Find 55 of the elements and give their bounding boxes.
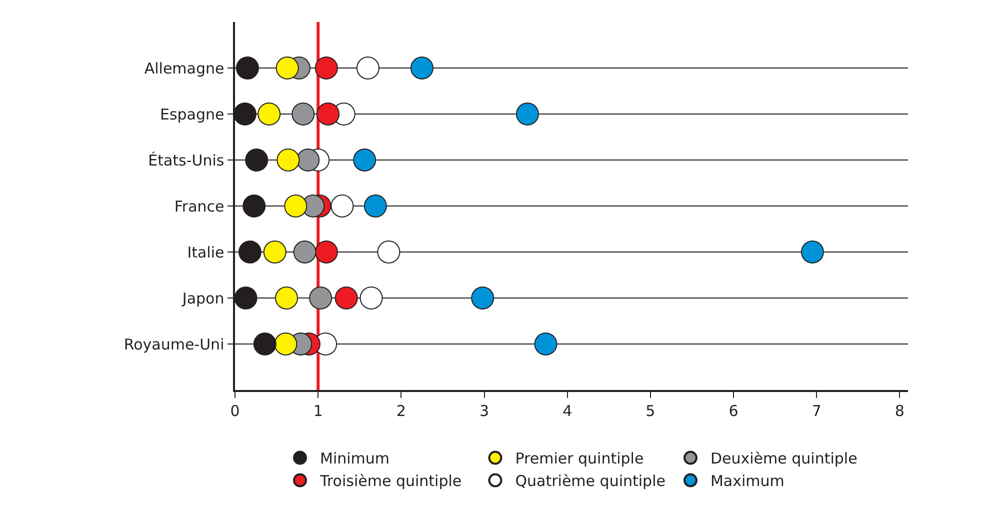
point [377, 240, 400, 264]
x-tick-label: 7 [812, 402, 822, 420]
x-tick-label: 2 [396, 402, 406, 420]
point [292, 102, 315, 126]
legend-label: Troisième quintiple [319, 472, 462, 490]
point [242, 194, 266, 218]
y-tick-label: Espagne [160, 105, 224, 124]
point [353, 148, 376, 172]
point [253, 332, 276, 356]
y-tick-label: États-Unis [148, 151, 224, 170]
x-tick-label: 0 [230, 402, 240, 420]
x-tick-label: 5 [646, 402, 656, 420]
legend-label: Minimum [320, 450, 390, 468]
point [293, 240, 316, 264]
point [534, 332, 558, 356]
x-tick-label: 6 [728, 402, 738, 420]
legend-label: Maximum [710, 472, 784, 490]
point [274, 332, 298, 356]
x-tick-label: 3 [479, 402, 490, 420]
point [314, 240, 338, 264]
legend-label: Premier quintiple [515, 450, 644, 468]
point [263, 240, 286, 264]
point [234, 286, 258, 310]
point [516, 102, 539, 126]
point [330, 194, 354, 218]
point [800, 240, 824, 264]
y-tick-label: Japon [181, 289, 224, 308]
point [334, 286, 358, 310]
point [471, 286, 494, 310]
point [284, 194, 308, 218]
y-tick-label: Royaume-Uni [124, 335, 224, 354]
point [360, 286, 383, 310]
y-tick-label: France [174, 197, 224, 216]
point [233, 102, 256, 126]
point [314, 56, 338, 80]
point [276, 56, 299, 80]
point [236, 56, 259, 80]
point [356, 56, 380, 80]
point [364, 194, 387, 218]
legend-label: Deuxième quintiple [710, 450, 858, 468]
point [309, 286, 332, 310]
point [245, 148, 268, 172]
point [316, 102, 340, 126]
x-tick-label: 8 [894, 402, 904, 420]
y-tick-label: Allemagne [144, 59, 224, 78]
legend-label: Quatrième quintiple [515, 472, 666, 490]
x-tick-label: 1 [313, 402, 323, 420]
x-tick-label: 4 [562, 402, 572, 420]
y-tick-label: Italie [187, 243, 224, 262]
point [276, 148, 300, 172]
point [296, 148, 320, 172]
point [258, 102, 281, 126]
point [275, 286, 298, 310]
point [410, 56, 434, 80]
point [238, 240, 262, 264]
